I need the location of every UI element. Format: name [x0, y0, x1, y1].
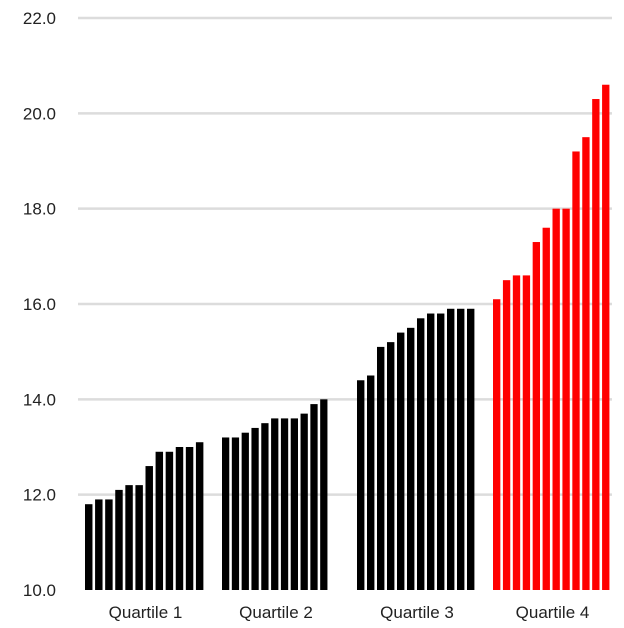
bar-2-1 [222, 437, 230, 590]
bars [85, 84, 610, 591]
bar-2-3 [241, 432, 249, 590]
bar-4-11 [592, 99, 600, 590]
bar-1-3 [105, 499, 113, 590]
bar-4-1 [493, 299, 501, 590]
bar-2-7 [280, 418, 289, 590]
bar-2-11 [320, 399, 328, 590]
y-tick-label: 10.0 [23, 581, 56, 600]
bar-3-12 [467, 308, 475, 590]
bar-1-12 [195, 442, 204, 590]
bar-3-10 [447, 308, 455, 590]
bar-1-8 [155, 451, 164, 590]
y-tick-label: 20.0 [23, 104, 56, 123]
bar-2-10 [310, 404, 318, 590]
bar-1-2 [95, 499, 103, 590]
y-tick-label: 22.0 [23, 9, 56, 28]
category-label: Quartile 2 [239, 603, 313, 622]
bar-2-8 [290, 418, 298, 590]
category-label: Quartile 4 [516, 603, 590, 622]
y-tick-label: 14.0 [23, 390, 56, 409]
bar-3-3 [377, 346, 385, 590]
bar-1-1 [85, 504, 93, 590]
bar-1-7 [145, 466, 153, 590]
y-axis-tick-labels: 10.0 12.0 14.0 16.0 18.0 20.0 22.0 [23, 9, 56, 600]
bar-4-10 [582, 137, 590, 591]
bar-4-9 [572, 151, 580, 590]
bar-3-1 [357, 380, 365, 590]
y-tick-label: 12.0 [23, 486, 56, 505]
bar-3-11 [457, 308, 465, 590]
bar-3-2 [367, 375, 375, 590]
bar-2-6 [271, 418, 279, 590]
x-axis-category-labels: Quartile 1 Quartile 2 Quartile 3 Quartile 4 [109, 603, 590, 622]
bar-3-5 [397, 332, 405, 590]
bar-3-7 [417, 318, 425, 590]
bar-4-7 [552, 208, 560, 591]
bar-2-5 [261, 423, 269, 590]
bar-1-10 [175, 447, 184, 590]
bar-1-6 [135, 485, 143, 590]
category-label: Quartile 1 [109, 603, 183, 622]
bar-4-5 [532, 242, 541, 590]
bar-1-9 [165, 451, 174, 590]
bar-3-4 [387, 342, 395, 590]
bar-2-9 [300, 413, 308, 590]
bar-4-12 [602, 84, 610, 590]
bar-3-6 [407, 327, 415, 590]
bar-4-2 [502, 280, 511, 590]
bar-3-9 [437, 313, 445, 590]
bar-1-5 [125, 485, 133, 590]
y-tick-label: 18.0 [23, 200, 56, 219]
bar-4-4 [522, 275, 531, 590]
gridlines [78, 16, 612, 496]
bar-4-6 [542, 227, 550, 591]
category-label: Quartile 3 [380, 603, 454, 622]
bar-2-4 [251, 427, 259, 590]
bar-4-3 [512, 275, 521, 590]
bar-3-8 [427, 313, 435, 590]
bar-1-11 [185, 447, 194, 590]
bar-1-4 [115, 489, 123, 590]
bar-4-8 [562, 208, 570, 591]
bar-2-2 [231, 437, 240, 590]
y-tick-label: 16.0 [23, 295, 56, 314]
